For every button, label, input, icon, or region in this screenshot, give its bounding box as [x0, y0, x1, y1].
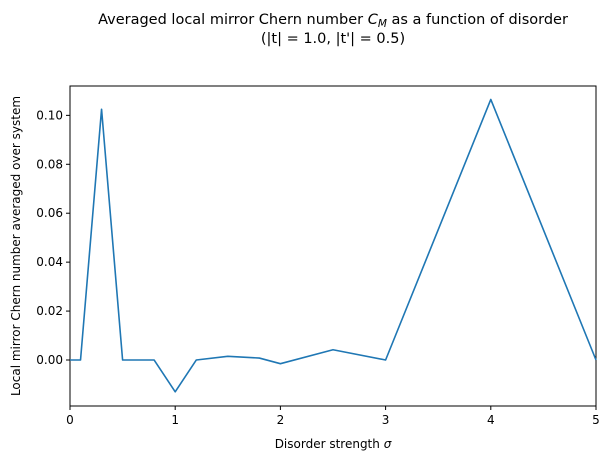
y-tick-label: 0.02	[36, 304, 63, 318]
y-tick-label: 0.10	[36, 108, 63, 122]
x-tick-label: 2	[277, 413, 285, 427]
x-axis: 0 1 2 3 4 5	[66, 406, 600, 427]
x-tick-label: 1	[171, 413, 179, 427]
x-axis-label: Disorder strength σ	[275, 437, 392, 451]
x-tick-label: 0	[66, 413, 74, 427]
y-tick-label: 0.06	[36, 206, 63, 220]
x-axis-label-symbol: σ	[384, 437, 392, 451]
y-tick-label: 0.00	[36, 353, 63, 367]
y-axis-label: Local mirror Chern number averaged over …	[9, 96, 23, 396]
chart-title-suffix: as a function of disorder	[387, 12, 568, 28]
chart-title-math-sub: M	[378, 18, 387, 30]
x-axis-label-text: Disorder strength	[275, 437, 384, 451]
x-tick-label: 3	[382, 413, 390, 427]
y-tick-label: 0.04	[36, 255, 63, 269]
series-line	[70, 98, 597, 393]
y-axis: 0.00 0.02 0.04 0.06 0.08 0.10	[36, 108, 70, 367]
chart-title-prefix: Averaged local mirror Chern number	[98, 12, 368, 28]
chart-title-math: C	[368, 12, 379, 28]
x-tick-label: 5	[592, 413, 600, 427]
plot-area	[69, 85, 597, 407]
x-tick-label: 4	[487, 413, 495, 427]
y-tick-label: 0.08	[36, 157, 63, 171]
chart-title-line2: (|t| = 1.0, |t'| = 0.5)	[261, 31, 405, 47]
chart-title-line1: Averaged local mirror Chern number CM as…	[98, 12, 568, 30]
